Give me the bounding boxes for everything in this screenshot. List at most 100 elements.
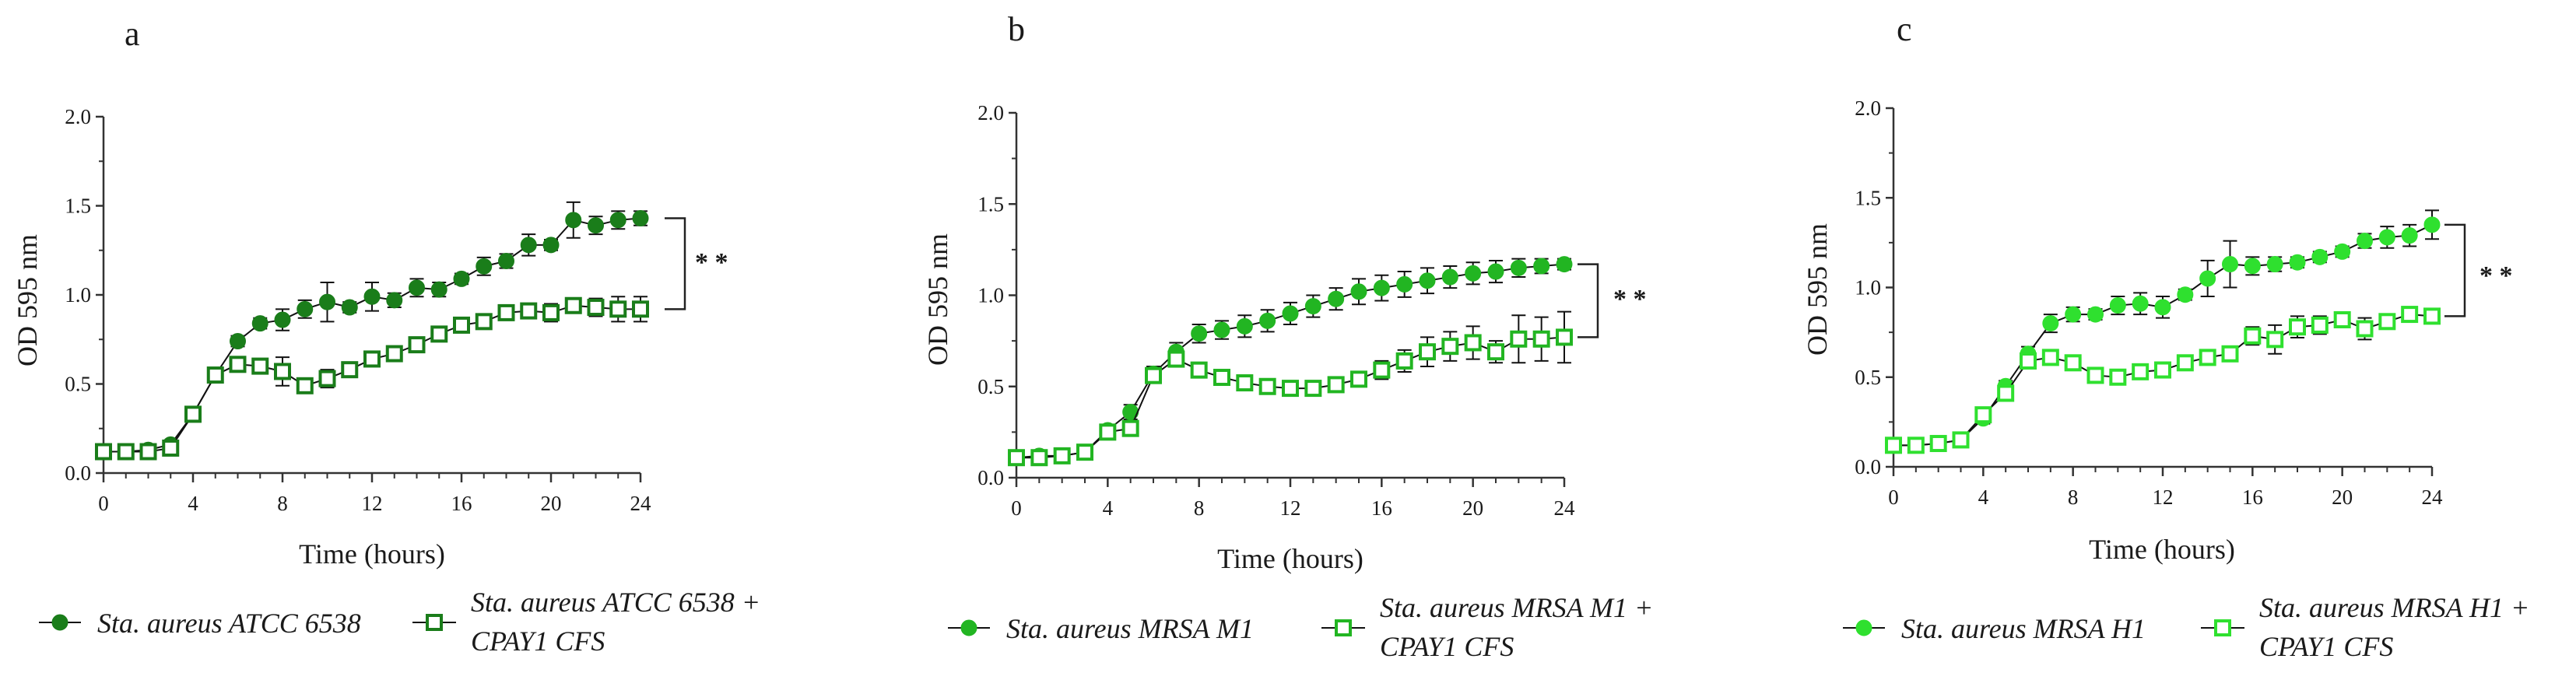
x-tick-label: 24 bbox=[630, 492, 652, 515]
series-1-point bbox=[1304, 298, 1321, 315]
series-2-point bbox=[2311, 316, 2329, 334]
y-tick-label: 1.5 bbox=[1855, 186, 1881, 209]
x-axis-label: Time (hours) bbox=[299, 538, 445, 570]
series-1-line bbox=[1016, 263, 1565, 459]
series-2-point bbox=[520, 302, 538, 320]
x-tick-label: 0 bbox=[98, 492, 109, 515]
y-tick-label: 0.5 bbox=[1855, 366, 1881, 389]
x-axis-label: Time (hours) bbox=[2089, 534, 2235, 565]
series-1-point bbox=[1373, 279, 1390, 296]
y-tick-label: 1.0 bbox=[65, 283, 91, 307]
series-2-line bbox=[1893, 314, 2433, 447]
x-tick-label: 16 bbox=[1371, 496, 1392, 520]
series-1-point bbox=[2154, 299, 2171, 316]
series-2-point bbox=[385, 345, 403, 363]
series-1-point bbox=[2423, 216, 2441, 233]
legend-label-series-1: Sta. aureus ATCC 6538 bbox=[97, 608, 361, 639]
legend-marker-series-1 bbox=[51, 614, 68, 631]
x-tick-label: 0 bbox=[1888, 485, 1899, 509]
x-tick-label: 12 bbox=[2153, 485, 2174, 509]
series-2-point bbox=[1395, 352, 1413, 370]
significance-marker: * * bbox=[695, 248, 728, 277]
x-axis-label: Time (hours) bbox=[1217, 543, 1363, 574]
series-1-point bbox=[1465, 265, 1482, 282]
series-1-line bbox=[104, 217, 641, 453]
series-2-point bbox=[1304, 380, 1322, 398]
x-tick-label: 20 bbox=[1462, 496, 1483, 520]
series-2-point bbox=[497, 303, 515, 321]
legend-marker-series-2 bbox=[1335, 619, 1352, 636]
y-tick-label: 1.5 bbox=[977, 192, 1004, 216]
series-1-point bbox=[542, 237, 560, 254]
series-2-point bbox=[1532, 330, 1550, 348]
series-2-point bbox=[2221, 345, 2239, 363]
series-1-point bbox=[609, 212, 626, 229]
panel-label: b bbox=[1008, 10, 1025, 48]
series-2-point bbox=[1997, 384, 2015, 402]
y-tick-label: 0.0 bbox=[65, 461, 91, 485]
series-2-point bbox=[95, 443, 112, 461]
series-1-point bbox=[274, 311, 291, 328]
x-tick-label: 16 bbox=[2242, 485, 2263, 509]
series-1-point bbox=[588, 217, 604, 234]
significance-bracket bbox=[1578, 263, 1599, 338]
series-1-point bbox=[453, 270, 470, 287]
series-1-point bbox=[1533, 258, 1550, 275]
series-2-point bbox=[1487, 343, 1504, 361]
x-tick-label: 4 bbox=[188, 492, 198, 515]
legend-label-series-2-line2: CPAY1 CFS bbox=[471, 626, 605, 657]
x-tick-label: 8 bbox=[2068, 485, 2079, 509]
series-2-point bbox=[1419, 343, 1436, 361]
series-1-point bbox=[520, 237, 537, 254]
series-2-point bbox=[2356, 320, 2374, 338]
series-1-point bbox=[498, 252, 514, 269]
series-2-point bbox=[609, 300, 627, 318]
series-1-point bbox=[1396, 275, 1413, 293]
series-1-point bbox=[632, 210, 649, 227]
y-axis-label: OD 595 nm bbox=[1802, 223, 1833, 356]
series-2-point bbox=[1008, 449, 1025, 467]
series-2-point bbox=[1213, 369, 1230, 387]
legend-marker-series-2 bbox=[2214, 619, 2231, 636]
series-2-point bbox=[1974, 406, 1992, 424]
series-2-point bbox=[206, 366, 224, 384]
series-2-point bbox=[475, 313, 493, 331]
series-1-point bbox=[2244, 258, 2261, 275]
y-tick-label: 0.5 bbox=[65, 373, 91, 396]
x-tick-label: 12 bbox=[1280, 496, 1301, 520]
y-tick-label: 1.0 bbox=[1855, 276, 1881, 300]
series-1-point bbox=[2289, 254, 2306, 271]
series-2-point bbox=[1282, 380, 1299, 398]
series-1-point bbox=[2087, 306, 2104, 323]
series-1-point bbox=[1282, 305, 1299, 322]
x-tick-label: 20 bbox=[2332, 485, 2353, 509]
series-2-point bbox=[1236, 374, 1254, 392]
series-2-point bbox=[542, 303, 560, 321]
y-tick-label: 2.0 bbox=[977, 101, 1004, 124]
significance-bracket bbox=[2444, 223, 2466, 317]
series-2-point bbox=[274, 363, 291, 380]
series-1-point bbox=[1556, 256, 1573, 273]
series-2-point bbox=[229, 356, 247, 373]
series-1-point bbox=[2199, 270, 2216, 287]
x-tick-label: 8 bbox=[277, 492, 288, 515]
series-2-point bbox=[2020, 352, 2037, 370]
legend-marker-series-1 bbox=[1855, 619, 1872, 636]
series-2-point bbox=[2109, 368, 2127, 386]
y-tick-label: 1.5 bbox=[65, 195, 91, 218]
significance-marker: * * bbox=[2479, 261, 2513, 290]
series-1-point bbox=[1236, 317, 1253, 335]
series-2-point bbox=[1030, 449, 1048, 467]
series-2-point bbox=[139, 443, 157, 461]
legend-marker-series-1 bbox=[960, 619, 977, 636]
y-tick-label: 2.0 bbox=[65, 105, 91, 128]
series-2-point bbox=[184, 405, 202, 423]
series-2-point bbox=[1167, 350, 1185, 368]
series-2-point bbox=[564, 296, 582, 314]
series-2-point bbox=[1885, 436, 1902, 454]
series-2-point bbox=[453, 316, 470, 334]
series-1-point bbox=[230, 333, 246, 350]
series-2-point bbox=[2086, 366, 2104, 384]
x-tick-label: 16 bbox=[451, 492, 472, 515]
series-2-line bbox=[104, 304, 640, 453]
